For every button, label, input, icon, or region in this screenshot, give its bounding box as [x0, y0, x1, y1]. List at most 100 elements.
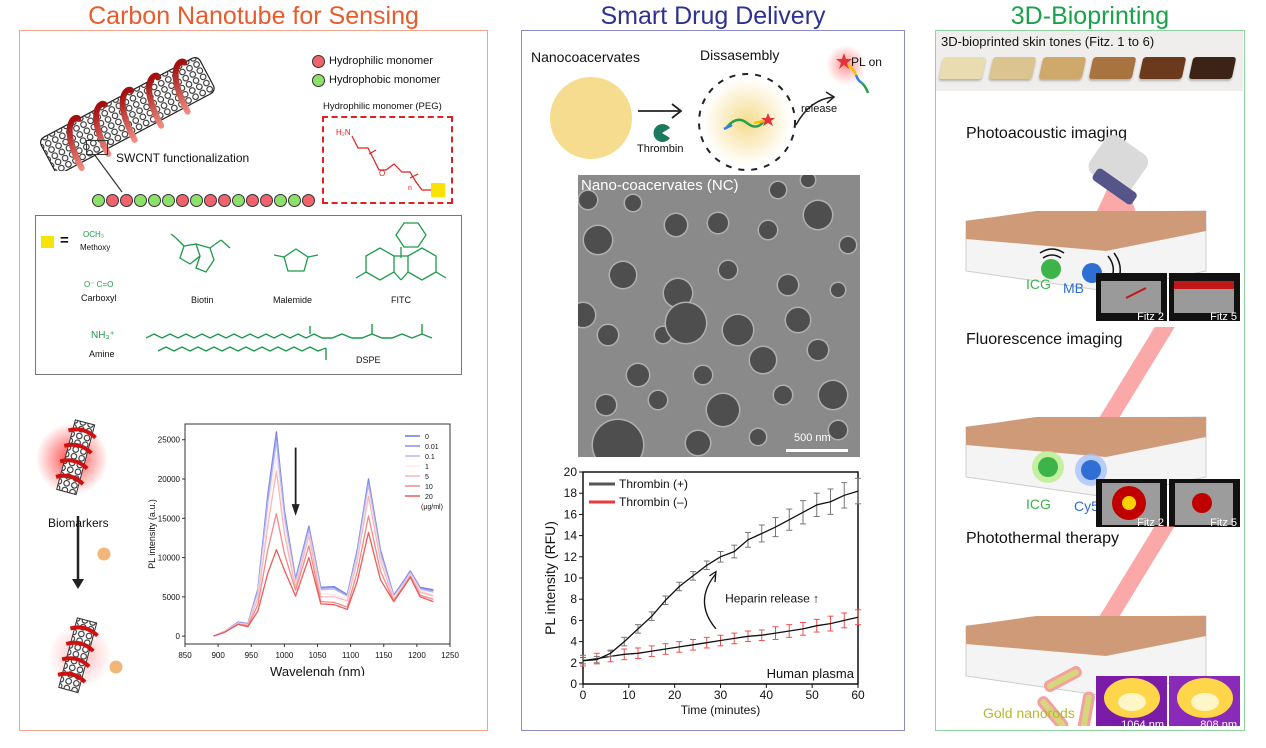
- y-tick-label: 6: [570, 613, 577, 627]
- probe-head: [1092, 168, 1137, 205]
- inset-label: 1064 nm: [1121, 719, 1164, 726]
- coacervate-droplet: [774, 386, 792, 404]
- bound-biomarker-dot-icon: [109, 660, 123, 674]
- coacervate-droplet: [664, 279, 692, 307]
- fluorescence-signal: [1192, 493, 1212, 513]
- modality-title: Photothermal therapy: [966, 530, 1119, 547]
- agent-label: MB: [1063, 280, 1084, 296]
- svg-text:O: O: [379, 169, 385, 178]
- monomer-legend: Hydrophilic monomer Hydrophobic monomer: [312, 51, 440, 89]
- inset-label: Fitz 2: [1137, 311, 1164, 321]
- laser-beam: [1096, 327, 1175, 423]
- skin-tone-swatch: [988, 57, 1037, 79]
- dspe-label: DSPE: [356, 355, 381, 365]
- hydrophilic-monomer-bead: [176, 194, 189, 207]
- y-tick-label: 15000: [158, 514, 181, 523]
- tem-micrograph: Nano-coacervates (NC) 500 nm: [578, 175, 860, 457]
- skin-tones-photo: 3D-bioprinted skin tones (Fitz. 1 to 6): [936, 31, 1243, 91]
- functional-groups-box: = OCH₃ Methoxy O⁻ C=O Carboxyl NH₃⁺ Amin…: [35, 215, 462, 375]
- modality-title: Photoacoustic imaging: [966, 125, 1127, 142]
- y-tick-label: 4: [570, 635, 577, 649]
- hydrophobic-monomer-bead: [190, 194, 203, 207]
- coacervate-droplet: [819, 381, 847, 409]
- coacervate-droplet: [804, 201, 832, 229]
- hydrophobic-monomer-bead: [92, 194, 105, 207]
- spectrum-line-0.01: [213, 434, 434, 637]
- heparin-arrowhead: [709, 570, 717, 583]
- amine-label: Amine: [89, 349, 115, 359]
- coacervate-droplet: [829, 421, 847, 439]
- coacervate-droplet: [598, 325, 618, 345]
- y-tick-label: 8: [570, 592, 577, 606]
- peg-box-title: Hydrophilic monomer (PEG): [323, 101, 442, 112]
- legend-item-hydrophobic: Hydrophobic monomer: [312, 71, 440, 89]
- x-tick-label: 850: [178, 651, 192, 660]
- coacervate-droplet: [584, 226, 612, 254]
- y-tick-label: 0: [176, 632, 181, 641]
- skin-tone-swatch: [1138, 57, 1187, 79]
- release-arrow-icon: [795, 91, 836, 126]
- legend-label: 5: [425, 474, 429, 481]
- nanocoacervate-circle: [550, 77, 632, 159]
- x-tick-label: 900: [211, 651, 225, 660]
- skin-layer: [966, 211, 1206, 251]
- coacervate-droplet: [808, 340, 828, 360]
- y-tick-label: 10: [564, 571, 578, 585]
- hydrophilic-monomer-bead: [120, 194, 133, 207]
- heparin-release-annotation: Heparin release ↑: [725, 591, 819, 605]
- modality-0: Photoacoustic imaging ICG MB Fitz 2 Fitz 5: [936, 121, 1243, 321]
- arrow-right-icon: [638, 103, 683, 119]
- modality-2: Photothermal therapy Gold nanorods 1064 nm…: [936, 526, 1243, 726]
- skin-block-illustration: Gold nanorods 1064 nm 808 nm: [965, 526, 1240, 726]
- peg-structure-icon: H₂N O n: [336, 128, 445, 197]
- coacervate-droplet: [831, 283, 845, 297]
- coacervate-droplet: [596, 395, 616, 415]
- fitc-structure-icon: [355, 222, 447, 281]
- x-axis-label: Wavelengh (nm): [270, 664, 365, 676]
- coacervate-droplet: [770, 182, 786, 198]
- agent-label: ICG: [1026, 496, 1051, 512]
- hydrophobic-monomer-bead: [232, 194, 245, 207]
- x-tick-label: 0: [580, 688, 587, 702]
- gold-nanorod-icon: [1037, 696, 1069, 726]
- yellow-square-icon: [41, 236, 54, 248]
- coacervate-droplet: [579, 191, 597, 209]
- modality-title: Fluorescence imaging: [966, 331, 1123, 348]
- bioprinting-panel: 3D-bioprinted skin tones (Fitz. 1 to 6) …: [935, 30, 1245, 731]
- legend-label: 20: [425, 494, 433, 501]
- modality-1: Fluorescence imaging ICG Cy5.5 Fitz 2 Fitz 5: [936, 327, 1243, 527]
- svg-text:n: n: [408, 185, 412, 192]
- disassembly-label: Dissasembly: [700, 47, 780, 63]
- inset-label: Fitz 5: [1210, 311, 1237, 321]
- y-tick-label: 5000: [162, 593, 180, 602]
- spectrum-line-20: [213, 531, 434, 637]
- sensing-panel: SWCNT functionalization Hydrophilic mono…: [19, 30, 488, 731]
- coacervate-droplet: [840, 237, 856, 253]
- x-tick-label: 1200: [408, 651, 426, 660]
- coacervate-droplet: [801, 175, 815, 187]
- skin-tone-swatch: [1088, 57, 1137, 79]
- agent-sphere-icg: [1041, 259, 1061, 279]
- legend-label: Hydrophilic monomer: [329, 55, 433, 67]
- hydrophilic-monomer-bead: [106, 194, 119, 207]
- plot-frame: [184, 423, 451, 645]
- biotin-label: Biotin: [191, 295, 214, 305]
- x-tick-label: 30: [714, 688, 728, 702]
- spectrum-line-0.1: [213, 440, 434, 637]
- fluorescence-core: [1122, 496, 1136, 510]
- y-tick-label: 12: [564, 550, 578, 564]
- hydrophobic-dot-icon: [312, 73, 325, 87]
- svg-text:H₂N: H₂N: [336, 128, 351, 137]
- carboxyl-label: Carboxyl: [81, 293, 117, 303]
- legend-unit-label: (μg/ml): [421, 504, 443, 511]
- amine-formula: NH₃⁺: [91, 330, 115, 341]
- pa-wave-icon: [1042, 254, 1062, 259]
- gold-nanorod-icon: [1077, 691, 1095, 726]
- x-tick-label: 20: [668, 688, 682, 702]
- methoxy-label: Methoxy: [80, 243, 111, 252]
- pl-spectrum-chart: 850 900 950 1000 1050 1100 1150 1200 12500500010…: [147, 423, 459, 676]
- malemide-structure-icon: [273, 248, 319, 272]
- hydrophilic-monomer-bead: [246, 194, 259, 207]
